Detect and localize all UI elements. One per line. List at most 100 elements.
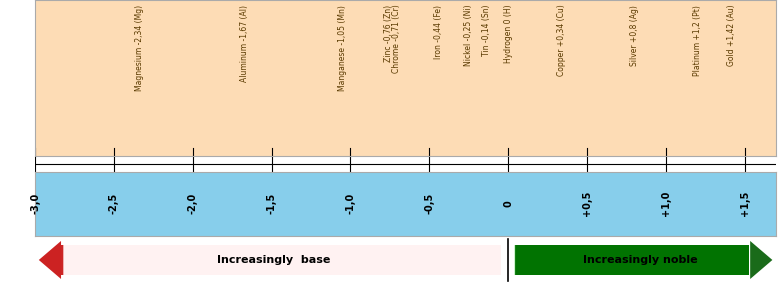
Bar — [63, 245, 230, 275]
Bar — [63, 245, 324, 275]
Bar — [516, 245, 736, 275]
Bar — [515, 245, 577, 275]
Bar — [516, 245, 704, 275]
Bar — [515, 245, 533, 275]
Bar — [516, 245, 697, 275]
Bar — [516, 245, 642, 275]
Bar — [64, 245, 479, 275]
Bar — [515, 245, 564, 275]
Bar — [63, 245, 293, 275]
Bar — [63, 245, 173, 275]
Bar — [515, 245, 530, 275]
Bar — [516, 245, 707, 275]
Bar — [514, 245, 515, 275]
Bar — [515, 245, 536, 275]
Bar — [516, 245, 667, 275]
Bar — [516, 245, 718, 275]
Bar — [516, 245, 674, 275]
Bar — [62, 245, 112, 275]
Bar — [515, 245, 562, 275]
Bar — [64, 245, 408, 275]
Bar — [64, 245, 414, 275]
Bar — [515, 245, 623, 275]
Bar — [515, 245, 521, 275]
Bar — [64, 245, 423, 275]
Bar — [63, 245, 236, 275]
Bar — [64, 245, 406, 275]
Bar — [62, 245, 98, 275]
Bar — [63, 245, 378, 275]
Bar — [63, 245, 342, 275]
Bar — [64, 245, 499, 275]
Bar — [63, 245, 327, 275]
Bar — [63, 245, 174, 275]
Bar — [515, 245, 603, 275]
Bar — [62, 245, 95, 275]
Bar — [516, 245, 635, 275]
Bar — [516, 245, 705, 275]
Text: Copper +0,34 (Cu): Copper +0,34 (Cu) — [557, 5, 566, 76]
Bar — [516, 245, 741, 275]
Bar — [516, 245, 675, 275]
Bar — [63, 245, 182, 275]
Bar — [64, 245, 464, 275]
Bar — [516, 245, 671, 275]
Bar — [63, 245, 179, 275]
Bar — [62, 245, 90, 275]
Bar — [63, 245, 296, 275]
Bar — [516, 245, 724, 275]
Bar — [62, 245, 126, 275]
Bar — [515, 245, 626, 275]
Bar — [63, 245, 197, 275]
Bar — [516, 245, 711, 275]
Bar — [63, 245, 283, 275]
Bar — [63, 245, 353, 275]
Bar — [515, 245, 568, 275]
Bar — [516, 245, 666, 275]
Bar — [515, 245, 566, 275]
Bar — [63, 245, 360, 275]
Text: Nickel -0,25 (Ni): Nickel -0,25 (Ni) — [464, 5, 473, 66]
Bar — [516, 245, 647, 275]
Bar — [62, 245, 83, 275]
Bar — [516, 245, 668, 275]
Bar — [515, 245, 590, 275]
Bar — [515, 245, 541, 275]
Bar — [62, 245, 77, 275]
Bar — [515, 245, 528, 275]
Bar — [62, 245, 99, 275]
Bar — [515, 245, 544, 275]
Bar — [515, 245, 534, 275]
Bar — [61, 245, 62, 275]
Bar — [64, 245, 466, 275]
Text: Iron -0,44 (Fe): Iron -0,44 (Fe) — [434, 5, 443, 59]
Bar — [63, 245, 313, 275]
Bar — [63, 245, 208, 275]
Bar — [64, 245, 470, 275]
Bar — [516, 245, 713, 275]
Text: +1,0: +1,0 — [661, 191, 671, 217]
Bar — [62, 245, 92, 275]
Bar — [516, 245, 740, 275]
Bar — [515, 245, 579, 275]
Bar — [516, 245, 652, 275]
Bar — [516, 245, 648, 275]
Bar — [516, 245, 646, 275]
Text: Tin -0,14 (Sn): Tin -0,14 (Sn) — [481, 5, 491, 56]
Bar — [515, 245, 617, 275]
Bar — [515, 245, 551, 275]
Bar — [64, 245, 381, 275]
Bar — [515, 245, 555, 275]
Bar — [516, 245, 739, 275]
Bar — [515, 245, 516, 275]
Bar — [515, 245, 537, 275]
Bar — [515, 245, 622, 275]
Bar — [64, 245, 405, 275]
Bar — [515, 245, 557, 275]
Bar — [516, 245, 691, 275]
Bar — [515, 245, 601, 275]
Bar — [515, 245, 531, 275]
Bar — [516, 245, 732, 275]
Bar — [515, 245, 523, 275]
Bar — [516, 245, 728, 275]
